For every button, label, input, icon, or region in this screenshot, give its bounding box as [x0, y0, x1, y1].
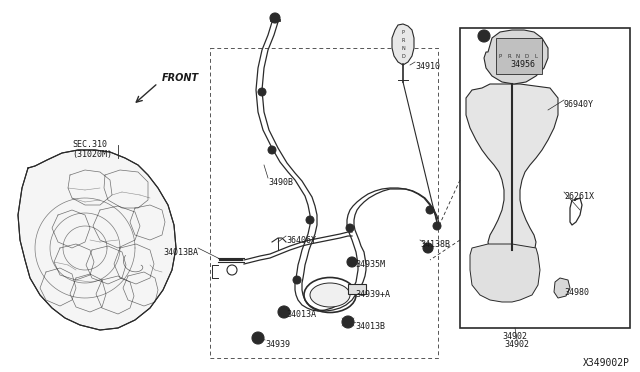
Circle shape	[258, 88, 266, 96]
Text: 34902: 34902	[504, 340, 529, 349]
Text: N: N	[401, 45, 405, 51]
Circle shape	[293, 276, 301, 284]
Text: 34013A: 34013A	[286, 310, 316, 319]
Circle shape	[278, 306, 290, 318]
Text: 3490B: 3490B	[268, 178, 293, 187]
Circle shape	[268, 146, 276, 154]
Text: R: R	[507, 54, 511, 58]
Bar	[348, 284, 366, 294]
Circle shape	[342, 316, 354, 328]
Circle shape	[346, 224, 354, 232]
Circle shape	[270, 13, 280, 23]
Text: X349002P: X349002P	[583, 358, 630, 368]
Text: 34138B: 34138B	[420, 240, 450, 249]
Text: 96940Y: 96940Y	[564, 100, 594, 109]
Circle shape	[347, 257, 357, 267]
Text: N: N	[516, 54, 520, 58]
Bar	[496, 38, 542, 74]
Bar	[460, 28, 630, 328]
Text: 34939+A: 34939+A	[355, 290, 390, 299]
Text: D: D	[401, 54, 405, 58]
Text: L: L	[534, 54, 538, 58]
Text: R: R	[401, 38, 404, 42]
Circle shape	[481, 33, 487, 39]
Circle shape	[252, 332, 264, 344]
Text: SEC.310
(31020M): SEC.310 (31020M)	[72, 140, 112, 159]
Polygon shape	[466, 84, 558, 256]
Circle shape	[433, 222, 441, 230]
Polygon shape	[470, 244, 540, 302]
Text: 34956: 34956	[510, 60, 535, 69]
Bar	[210, 48, 438, 358]
Text: FRONT: FRONT	[162, 73, 199, 83]
Circle shape	[478, 30, 490, 42]
Polygon shape	[18, 150, 176, 330]
Text: 34935M: 34935M	[355, 260, 385, 269]
Text: P: P	[401, 29, 404, 35]
Text: 34013B: 34013B	[355, 322, 385, 331]
Text: D: D	[525, 54, 529, 58]
Ellipse shape	[310, 283, 350, 307]
Circle shape	[306, 216, 314, 224]
Text: 34980: 34980	[564, 288, 589, 297]
Text: 34902: 34902	[502, 332, 527, 341]
Circle shape	[426, 206, 434, 214]
Polygon shape	[484, 30, 548, 84]
Text: 36406Y: 36406Y	[286, 236, 316, 245]
Text: 34013BA: 34013BA	[163, 248, 198, 257]
Text: P: P	[499, 54, 502, 58]
Text: 34939: 34939	[265, 340, 290, 349]
Text: 26261X: 26261X	[564, 192, 594, 201]
Polygon shape	[392, 24, 414, 65]
Polygon shape	[554, 278, 570, 298]
Text: 34910: 34910	[415, 62, 440, 71]
Circle shape	[423, 243, 433, 253]
